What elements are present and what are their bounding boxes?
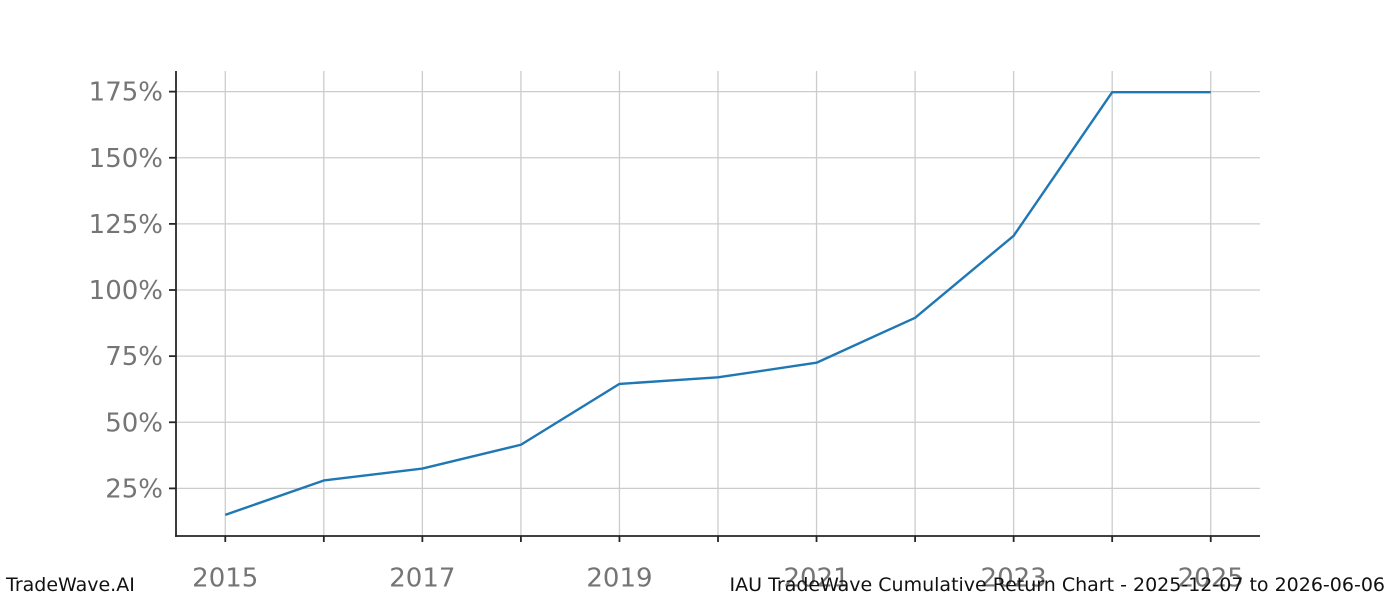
x-tick-label: 2019 — [586, 563, 652, 593]
y-tick-label: 150% — [89, 144, 163, 174]
x-tick-label: 2023 — [981, 563, 1047, 593]
y-tick-label: 25% — [105, 474, 163, 504]
y-tick-label: 75% — [105, 342, 163, 372]
y-tick-label: 100% — [89, 276, 163, 306]
x-tick-label: 2025 — [1178, 563, 1244, 593]
x-tick-label: 2015 — [192, 563, 258, 593]
axis-ticks — [169, 90, 1212, 542]
chart-caption: IAU TradeWave Cumulative Return Chart - … — [729, 574, 1385, 596]
y-tick-label: 125% — [89, 210, 163, 240]
axis-tick-labels: 2015 2017 2019 2021 2023 2025 25% 50% 75% 100% 125… — [89, 78, 1244, 594]
x-tick-label: 2017 — [389, 563, 455, 593]
brand-footer: TradeWave.AI — [6, 574, 135, 596]
x-tick-label: 2021 — [783, 563, 849, 593]
return-line-series — [224, 90, 1211, 516]
plot-grid — [176, 71, 1260, 536]
y-tick-label: 50% — [105, 408, 163, 438]
y-tick-label: 175% — [89, 78, 163, 108]
